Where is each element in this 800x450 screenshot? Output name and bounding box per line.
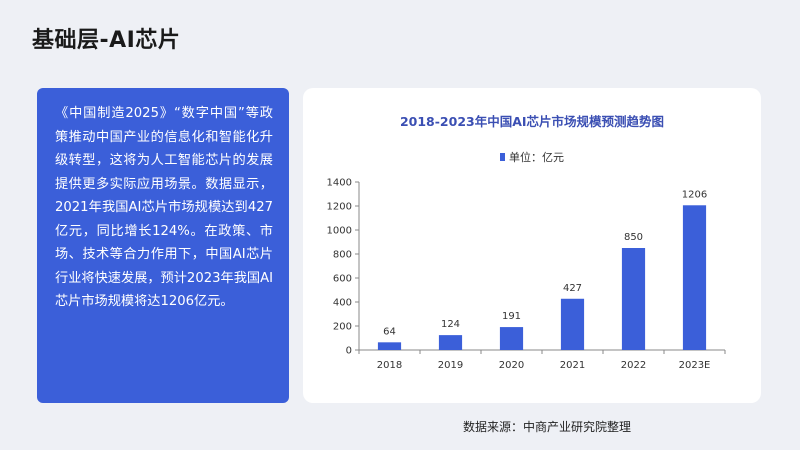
bar-2020 (499, 327, 524, 350)
y-tick-label: 400 (333, 298, 352, 309)
y-tick-label: 1200 (327, 202, 352, 213)
y-tick-label: 0 (346, 346, 352, 357)
x-tick-label-2019: 2019 (438, 360, 463, 371)
chart-title: 2018-2023年中国AI芯片市场规模预测趋势图 (400, 114, 664, 129)
x-tick-label-2022: 2022 (621, 360, 646, 371)
y-tick-label: 600 (333, 274, 352, 285)
y-tick-label: 200 (333, 322, 352, 333)
bar-chart: 2018-2023年中国AI芯片市场规模预测趋势图 单位：亿元 0 200 400 6… (327, 114, 726, 371)
data-label-2022: 850 (624, 232, 643, 243)
chart-axes: 0 200 400 600 800 1000 1200 1400 (327, 178, 726, 357)
source-note: 数据来源：中商产业研究院整理 (463, 420, 632, 434)
summary-panel: 《中国制造2025》“数字中国”等政策推动中国产业的信息化和智能化升级转型，这将… (37, 88, 289, 403)
data-label-2023E: 1206 (682, 189, 707, 200)
bar-2018 (377, 342, 402, 350)
x-tick-label-2018: 2018 (377, 360, 402, 371)
y-tick-label: 1000 (327, 226, 352, 237)
x-tick-label-2023E: 2023E (679, 360, 711, 371)
summary-text: 《中国制造2025》“数字中国”等政策推动中国产业的信息化和智能化升级转型，这将… (55, 106, 273, 309)
bar-2023E (682, 205, 707, 350)
x-tick-label-2020: 2020 (499, 360, 524, 371)
bar-2022 (621, 248, 646, 350)
chart-panel: 2018-2023年中国AI芯片市场规模预测趋势图 单位：亿元 0 200 400 6… (303, 88, 761, 403)
chart-bars: 64 2018 124 2019 191 2020 427 2021 850 2022 1206 20… (377, 189, 711, 371)
data-label-2021: 427 (563, 283, 582, 294)
y-tick-label: 800 (333, 250, 352, 261)
data-label-2018: 64 (383, 326, 396, 337)
y-tick-label: 1400 (327, 178, 352, 189)
data-label-2020: 191 (502, 311, 521, 322)
bar-2021 (560, 298, 585, 350)
bar-2019 (438, 335, 463, 350)
x-tick-label-2021: 2021 (560, 360, 585, 371)
data-label-2019: 124 (441, 319, 460, 330)
legend-swatch (500, 153, 505, 161)
page-title: 基础层-AI芯片 (32, 28, 181, 53)
legend-label: 单位：亿元 (509, 150, 564, 164)
